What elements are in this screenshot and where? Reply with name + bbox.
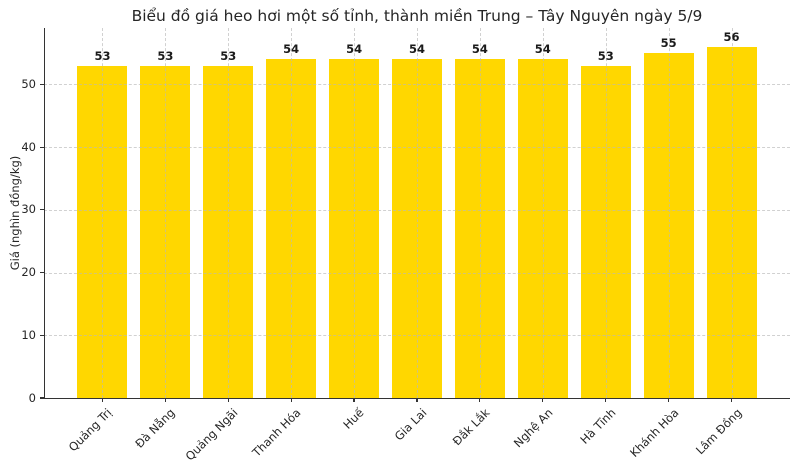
bar-value-label: 54: [408, 42, 425, 57]
vertical-gridline: [605, 28, 607, 398]
chart-title: Biểu đồ giá heo hơi một số tỉnh, thành m…: [131, 7, 703, 25]
x-tick-label: Thanh Hóa: [249, 405, 304, 460]
y-tick-label: 20: [21, 265, 36, 280]
bar-value-label: 56: [723, 29, 740, 44]
x-tick-mark: [353, 398, 355, 402]
x-tick-label: Lâm Đồng: [692, 405, 745, 458]
vertical-gridline: [165, 28, 167, 398]
x-tick-mark: [605, 398, 607, 402]
x-tick-label: Đắk Lắk: [449, 405, 493, 449]
y-tick-mark: [40, 397, 44, 399]
vertical-gridline: [228, 28, 230, 398]
vertical-gridline: [542, 28, 544, 398]
x-tick-label: Hà Tĩnh: [577, 405, 619, 447]
x-tick-label: Quảng Trị: [66, 405, 115, 455]
vertical-gridline: [291, 28, 293, 398]
bar-value-label: 53: [157, 48, 174, 63]
y-tick-label: 30: [21, 202, 36, 217]
y-tick-mark: [40, 271, 44, 274]
vertical-gridline: [479, 28, 481, 398]
y-tick-label: 50: [21, 76, 36, 91]
bar-value-label: 54: [283, 42, 300, 57]
y-tick-mark: [40, 209, 44, 211]
y-tick-label: 0: [28, 390, 36, 405]
bar-value-label: 53: [597, 48, 614, 63]
vertical-gridline: [354, 28, 356, 398]
x-tick-mark: [668, 398, 670, 402]
y-tick-label: 10: [21, 327, 36, 342]
bar-value-label: 54: [471, 42, 488, 57]
x-tick-mark: [542, 398, 544, 402]
x-axis-spine: [44, 398, 790, 400]
vertical-gridline: [668, 28, 670, 398]
x-tick-label: Khánh Hòa: [626, 405, 682, 460]
y-axis-spine: [44, 28, 46, 400]
y-tick-mark: [40, 146, 44, 148]
bar-value-label: 55: [660, 36, 677, 51]
vertical-gridline: [417, 28, 418, 398]
x-tick-label: Huế: [340, 405, 367, 432]
vertical-gridline: [731, 28, 733, 398]
x-tick-mark: [227, 398, 229, 402]
vertical-gridline: [102, 28, 104, 398]
x-tick-label: Đà Nẵng: [132, 405, 178, 451]
y-tick-mark: [40, 83, 44, 86]
bar-value-label: 53: [220, 48, 237, 63]
bar-value-label: 53: [94, 48, 111, 63]
x-tick-label: Quảng Ngãi: [182, 405, 241, 464]
x-tick-mark: [479, 398, 481, 402]
bar-value-label: 54: [346, 42, 363, 57]
y-tick-label: 40: [21, 139, 36, 154]
x-tick-label: Nghệ An: [510, 405, 556, 451]
x-tick-mark: [730, 398, 733, 402]
y-tick-mark: [40, 334, 44, 336]
x-tick-mark: [416, 398, 418, 402]
x-tick-mark: [101, 398, 104, 402]
x-tick-mark: [290, 398, 292, 402]
x-tick-mark: [164, 398, 166, 402]
x-tick-label: Gia Lai: [391, 405, 430, 444]
bar-value-label: 54: [534, 42, 551, 57]
